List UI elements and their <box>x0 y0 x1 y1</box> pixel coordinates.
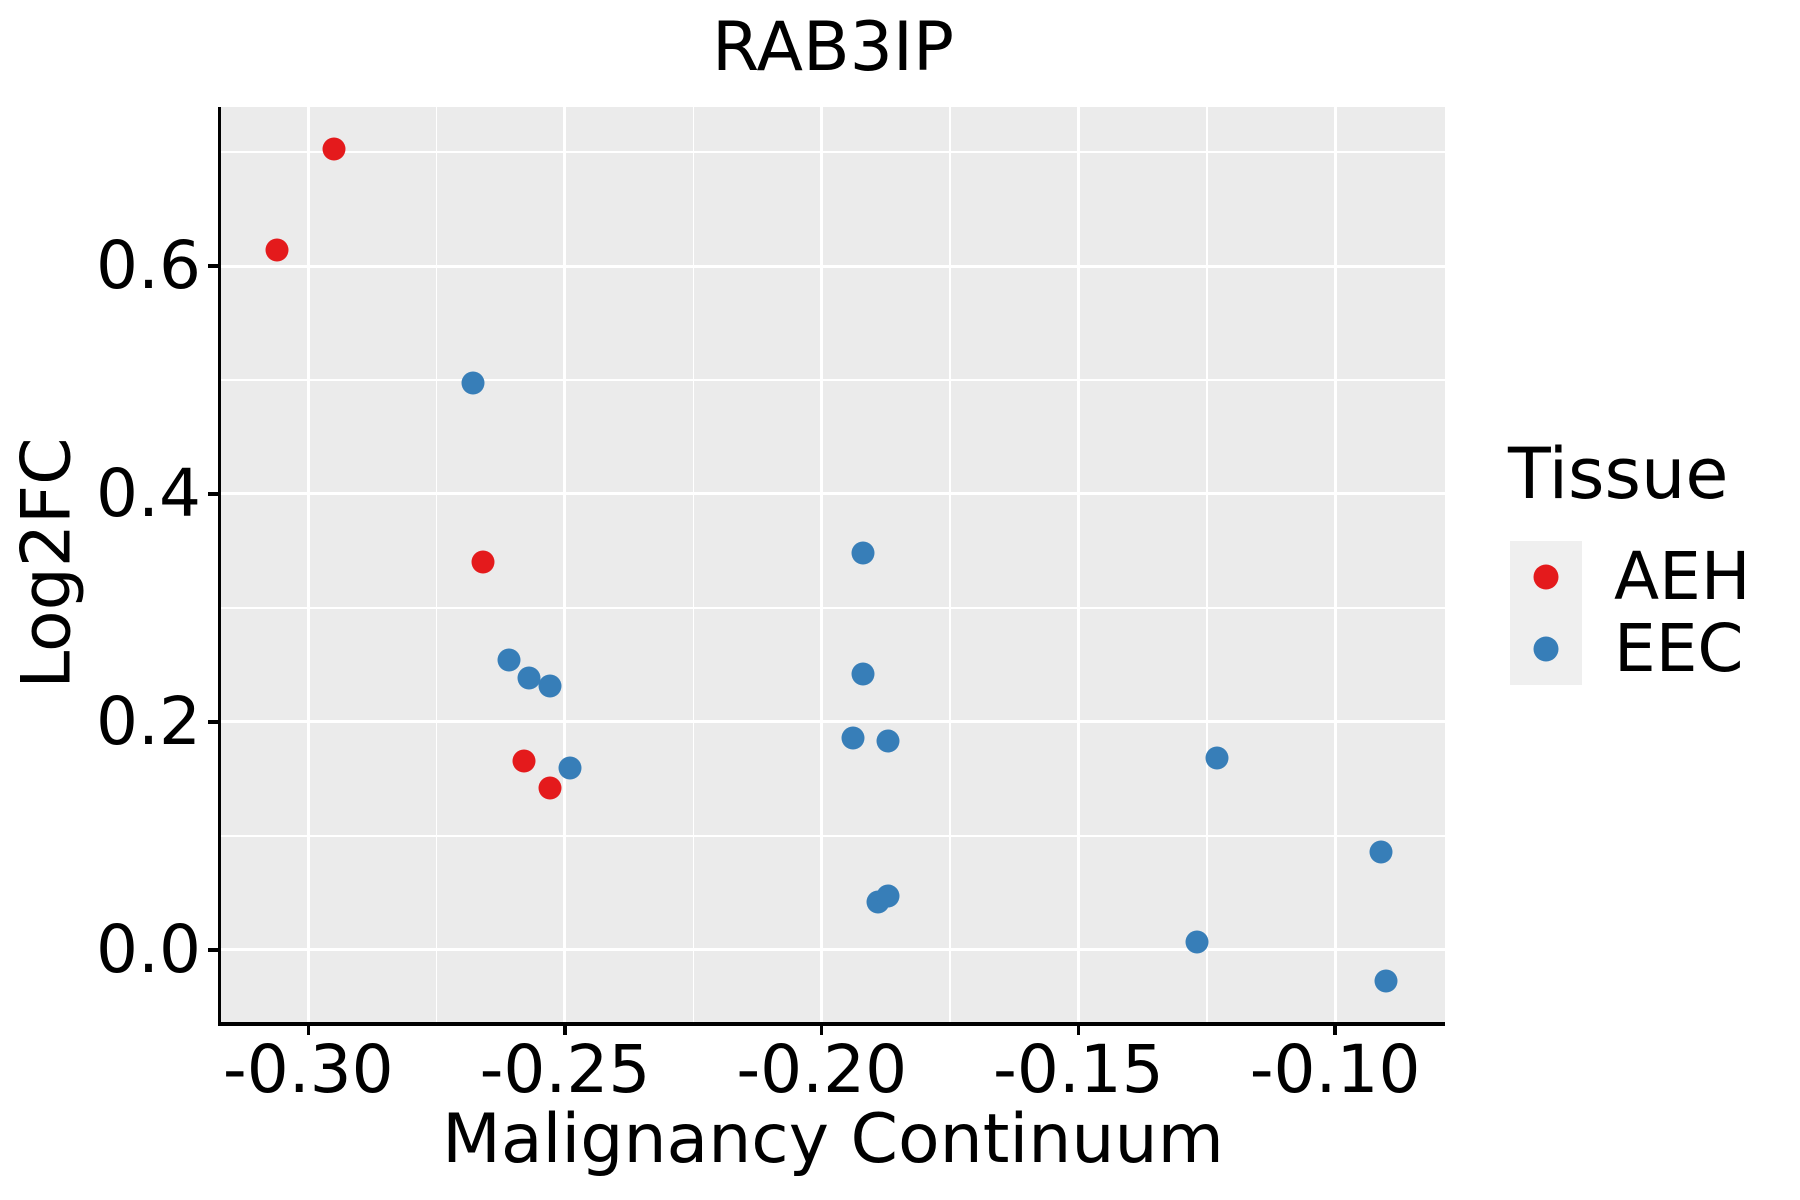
data-point-eec <box>1369 840 1393 864</box>
plot-title: RAB3IP <box>712 8 954 87</box>
x-tick-label: -0.25 <box>479 1031 651 1108</box>
data-point-eec <box>1185 930 1208 954</box>
y-minor-gridline <box>221 607 1445 609</box>
x-tick-label: -0.10 <box>1249 1031 1421 1108</box>
x-tick-mark <box>563 1025 567 1035</box>
data-point-aeh <box>471 550 495 574</box>
y-axis-title: Log2FC <box>7 437 87 689</box>
data-point-eec <box>1205 746 1229 770</box>
legend-label: EEC <box>1614 610 1744 687</box>
plot-panel <box>221 107 1445 1022</box>
data-point-eec <box>461 371 485 395</box>
data-point-aeh <box>322 137 346 161</box>
data-point-aeh <box>265 238 289 262</box>
legend-dot-eec <box>1533 636 1559 662</box>
x-minor-gridline <box>949 107 951 1022</box>
x-tick-label: -0.20 <box>736 1031 908 1108</box>
x-tick-mark <box>306 1025 311 1035</box>
y-axis-line <box>217 107 221 1026</box>
x-tick-label: -0.15 <box>993 1031 1164 1108</box>
data-point-eec <box>497 648 521 672</box>
data-point-eec <box>851 662 875 686</box>
x-tick-mark <box>1076 1025 1081 1035</box>
x-minor-gridline <box>435 107 438 1022</box>
y-minor-gridline <box>221 835 1445 837</box>
legend-key-box <box>1510 541 1582 613</box>
legend-row-eec: EEC <box>1510 610 1800 687</box>
y-minor-gridline <box>221 151 1445 153</box>
x-axis-line <box>217 1022 1445 1026</box>
y-tick-mark <box>208 264 218 268</box>
x-axis-title: Malignancy Continuum <box>442 1100 1224 1179</box>
y-tick-label: 0.0 <box>96 910 201 988</box>
data-point-eec <box>558 756 582 780</box>
x-major-gridline <box>563 107 567 1022</box>
x-tick-mark <box>1333 1025 1337 1035</box>
legend-title: Tissue <box>1508 433 1729 515</box>
data-point-eec <box>1374 969 1398 993</box>
data-point-eec <box>876 884 900 908</box>
data-point-eec <box>851 541 875 565</box>
data-point-eec <box>538 674 562 697</box>
legend-dot-aeh <box>1533 564 1559 590</box>
y-major-gridline <box>221 492 1445 496</box>
data-point-aeh <box>538 776 562 800</box>
x-tick-label: -0.30 <box>222 1031 394 1108</box>
y-major-gridline <box>221 264 1445 268</box>
y-tick-label: 0.4 <box>96 454 201 532</box>
x-major-gridline <box>1333 107 1337 1022</box>
y-tick-mark <box>208 492 218 496</box>
x-major-gridline <box>820 107 824 1022</box>
x-tick-mark <box>819 1025 824 1035</box>
y-tick-mark <box>208 948 218 952</box>
data-point-aeh <box>512 749 536 773</box>
legend-row-aeh: AEH <box>1510 538 1800 615</box>
y-tick-label: 0.6 <box>96 227 201 305</box>
x-minor-gridline <box>692 107 695 1022</box>
data-point-eec <box>876 729 900 753</box>
x-major-gridline <box>306 107 310 1022</box>
y-minor-gridline <box>221 379 1445 381</box>
y-tick-mark <box>208 720 218 724</box>
legend-key-box <box>1510 613 1582 685</box>
x-minor-gridline <box>1206 107 1208 1022</box>
legend-label: AEH <box>1614 538 1751 615</box>
x-major-gridline <box>1076 107 1080 1022</box>
y-major-gridline <box>221 948 1445 952</box>
data-point-eec <box>517 666 541 690</box>
data-point-eec <box>841 726 864 750</box>
y-tick-label: 0.2 <box>96 682 201 760</box>
y-major-gridline <box>221 720 1445 724</box>
